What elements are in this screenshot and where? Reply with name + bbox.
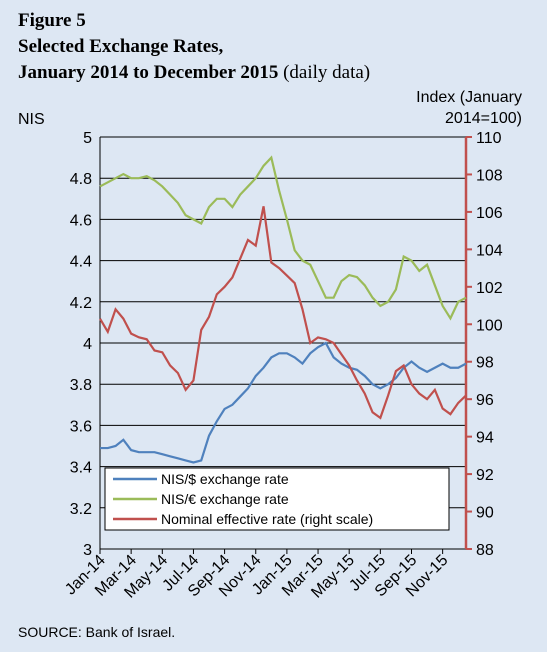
y2-tick-label: 110	[476, 130, 502, 147]
y2-tick-label: 102	[476, 280, 503, 297]
y2-tick-label: 96	[476, 392, 494, 409]
y2-tick-label: 98	[476, 355, 494, 372]
y2-tick-label: 100	[476, 317, 503, 334]
figure-label: Figure 5	[18, 10, 86, 31]
source-note: SOURCE: Bank of Israel.	[18, 624, 175, 640]
y-tick-label: 4.2	[70, 295, 92, 312]
legend-label: Nominal effective rate (right scale)	[161, 511, 373, 527]
y2-tick-label: 90	[476, 505, 494, 522]
y2-axis-label: 2014=100)	[445, 110, 522, 127]
y2-tick-label: 108	[476, 167, 503, 184]
title-line: January 2014 to December 2015	[18, 62, 278, 83]
y-tick-label: 5	[83, 130, 92, 147]
y2-axis-label: Index (January	[416, 89, 522, 106]
legend-box	[104, 467, 450, 531]
y-tick-label: 4.4	[70, 254, 92, 271]
y-tick-label: 3.2	[70, 501, 92, 518]
y-tick-label: 4.6	[70, 212, 92, 229]
legend-label: NIS/€ exchange rate	[161, 491, 289, 507]
series-line	[99, 155, 467, 321]
chart-title-2: January 2014 to December 2015 (daily dat…	[18, 62, 370, 83]
y-tick-label: 4	[83, 336, 92, 353]
y2-tick-label: 104	[476, 242, 503, 259]
y2-tick-label: 88	[476, 542, 494, 559]
y2-tick-label: 94	[476, 430, 494, 447]
y-tick-label: 3.6	[70, 418, 92, 435]
y-axis-label: NIS	[18, 111, 45, 128]
y-tick-label: 3.8	[70, 377, 92, 394]
series-line	[100, 341, 467, 464]
y-tick-label: 3.4	[70, 460, 92, 477]
chart-title: Selected Exchange Rates,	[18, 36, 224, 57]
y-tick-label: 4.8	[70, 171, 92, 188]
series-line	[99, 206, 467, 420]
y-tick-label: 3	[83, 542, 92, 559]
subtitle: (daily data)	[283, 62, 370, 83]
y2-tick-label: 92	[476, 467, 494, 484]
legend-label: NIS/$ exchange rate	[161, 471, 289, 487]
y2-tick-label: 106	[476, 205, 503, 222]
